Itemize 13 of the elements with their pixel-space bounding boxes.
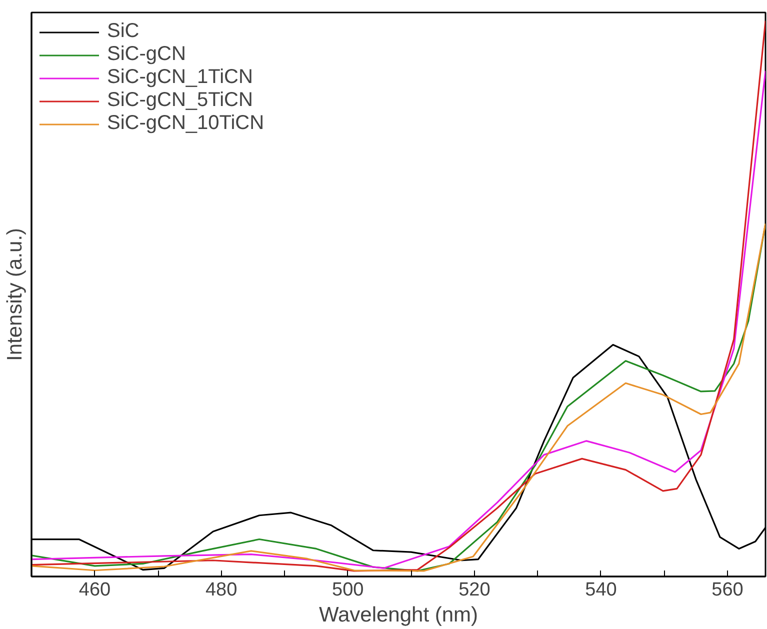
legend-label: SiC (107, 20, 140, 43)
y-axis-title: Intensity (a.u.) (4, 228, 26, 362)
x-tick-label: 560 (712, 580, 744, 600)
legend-label: SiC-gCN_1TiCN (107, 66, 253, 89)
x-tick-label: 540 (585, 580, 617, 600)
x-tick-label: 480 (205, 580, 238, 600)
x-axis-title: Wavelenght (nm) (318, 604, 478, 626)
legend-label: SiC-gCN_10TiCN (107, 112, 264, 135)
legend-label: SiC-gCN (107, 43, 186, 66)
x-tick-label: 460 (78, 580, 111, 600)
x-tick-label: 500 (332, 580, 364, 600)
x-tick-label: 520 (458, 580, 490, 600)
legend-label: SiC-gCN_5TiCN (107, 89, 253, 112)
